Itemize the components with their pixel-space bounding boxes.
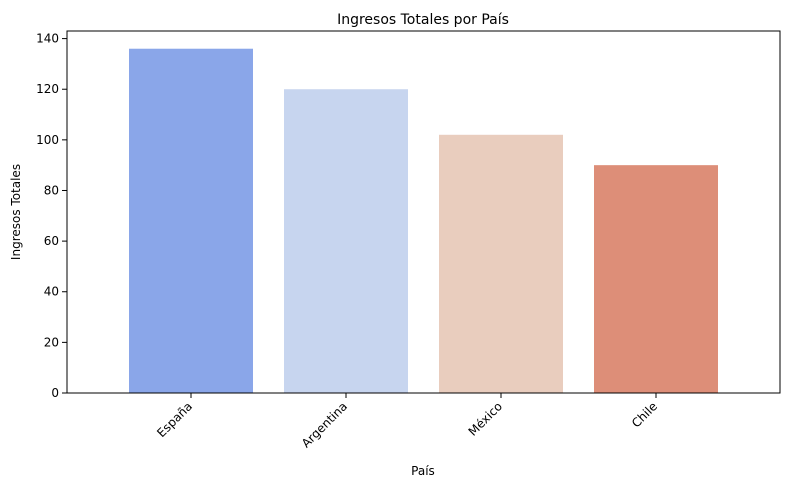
bar-2 [284,89,408,393]
y-axis-label: Ingresos Totales [9,164,23,260]
bar-1 [129,48,253,394]
chart-title: Ingresos Totales por País [337,12,509,28]
x-tick-label: España [154,399,195,440]
y-axis-ticks: 0 20 40 60 80 100 120 140 [36,32,67,400]
plot-frame [66,30,781,394]
x-tick-label: México [466,399,506,439]
x-tick-label: Argentina [299,399,350,450]
bar-4 [594,165,718,393]
y-tick-label: 80 [44,183,59,197]
bar-3 [439,134,563,393]
y-tick-label: 0 [51,386,59,400]
y-tick-label: 100 [36,133,59,147]
y-tick-label: 20 [44,335,59,349]
x-axis-ticks: España Argentina México Chile [154,393,660,451]
y-tick-label: 40 [44,285,59,299]
y-tick-label: 140 [36,32,59,46]
x-axis-label: País [411,464,435,478]
x-tick-label: Chile [629,399,660,430]
y-tick-label: 60 [44,234,59,248]
bars-group [129,48,718,394]
y-tick-label: 120 [36,82,59,96]
